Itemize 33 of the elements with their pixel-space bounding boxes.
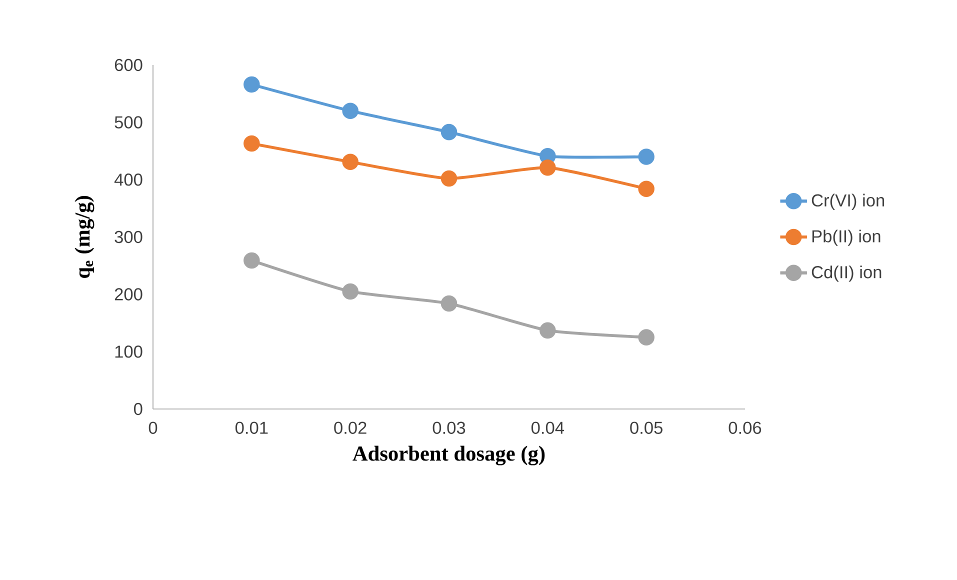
x-tick-label: 0.01 — [235, 422, 268, 434]
y-tick-label: 0 — [134, 402, 142, 416]
point — [440, 170, 458, 187]
point — [440, 124, 458, 140]
y-tick-label: 600 — [114, 58, 142, 72]
point — [244, 252, 260, 269]
point — [342, 283, 358, 300]
x-tick-label: 0.05 — [630, 422, 662, 434]
legend-label: Pb(II) ion — [812, 230, 880, 246]
y-axis-title: q$_{e}$ (mg/g) — [74, 196, 94, 278]
x-tick-label: 0 — [148, 422, 158, 434]
y-tick-label: 200 — [114, 288, 142, 300]
x-tick-label: 0.02 — [334, 422, 366, 434]
legend-label: Cd(II) ion — [812, 266, 882, 282]
y-tick-label: 400 — [114, 174, 142, 186]
point — [638, 329, 654, 346]
point — [540, 159, 556, 176]
legend-label: Cr(VI) ion — [812, 194, 884, 210]
point — [342, 154, 358, 170]
x-tick-label: 0.04 — [531, 422, 564, 434]
y-tick-label: 100 — [115, 346, 142, 358]
point — [540, 322, 556, 339]
x-tick-label: 0.06 — [728, 422, 762, 434]
point — [638, 180, 654, 197]
y-tick-label: 500 — [114, 116, 142, 128]
point — [440, 295, 458, 312]
x-axis-title: Adsorbent dosage (g) — [352, 446, 545, 466]
point — [342, 102, 358, 119]
y-tick-label: 300 — [114, 230, 142, 244]
point — [638, 148, 654, 165]
point — [244, 135, 260, 152]
point — [244, 76, 260, 93]
x-tick-label: 0.03 — [432, 422, 466, 434]
